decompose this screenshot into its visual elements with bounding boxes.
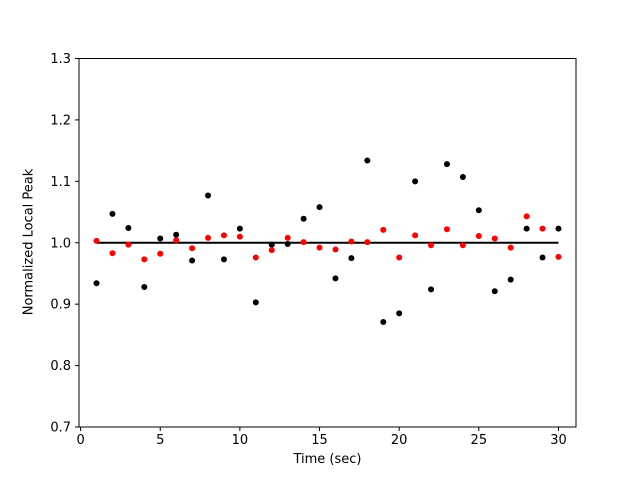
data-point-red-dots (475, 232, 482, 239)
data-point-black-dots (332, 275, 339, 282)
data-point-black-dots (348, 255, 355, 262)
data-point-black-dots (396, 310, 403, 317)
data-point-black-dots (300, 215, 307, 222)
data-point-red-dots (268, 247, 275, 254)
x-tick-label: 20 (391, 433, 408, 448)
y-axis-label: Normalized Local Peak (21, 168, 37, 316)
x-tick-label: 0 (76, 433, 84, 448)
data-point-red-dots (205, 234, 212, 241)
data-point-black-dots (284, 240, 291, 247)
data-point-black-dots (157, 235, 164, 242)
data-point-black-dots (523, 225, 530, 232)
x-tick-label: 5 (156, 433, 164, 448)
data-point-black-dots (491, 288, 498, 295)
data-point-red-dots (539, 225, 546, 232)
x-tick-label: 15 (311, 433, 328, 448)
data-point-black-dots (539, 254, 546, 261)
data-point-black-dots (252, 299, 259, 306)
data-point-black-dots (412, 178, 419, 185)
y-tick-label: 0.9 (50, 298, 71, 313)
y-tick-label: 0.7 (50, 421, 71, 436)
data-point-red-dots (380, 226, 387, 233)
data-point-red-dots (459, 242, 466, 249)
data-point-red-dots (507, 244, 514, 251)
y-tick-label: 0.8 (50, 359, 71, 374)
data-point-black-dots (443, 161, 450, 168)
x-tick-label: 30 (550, 433, 567, 448)
data-point-black-dots (93, 280, 100, 287)
data-point-black-dots (220, 256, 227, 263)
data-point-black-dots (380, 318, 387, 325)
data-point-black-dots (236, 225, 243, 232)
data-point-red-dots (173, 237, 180, 244)
data-point-red-dots (93, 237, 100, 244)
data-point-red-dots (443, 226, 450, 233)
data-point-black-dots (189, 257, 196, 264)
y-tick-label: 1.1 (50, 175, 71, 190)
x-axis-label: Time (sec) (293, 452, 362, 467)
data-point-black-dots (316, 204, 323, 211)
data-point-black-dots (205, 192, 212, 199)
x-tick-label: 25 (471, 433, 488, 448)
data-point-black-dots (555, 225, 562, 232)
data-point-black-dots (173, 231, 180, 238)
y-tick-label: 1.0 (50, 236, 71, 251)
data-point-black-dots (141, 283, 148, 290)
data-point-red-dots (396, 254, 403, 261)
data-point-red-dots (157, 250, 164, 257)
data-point-red-dots (491, 235, 498, 242)
data-point-black-dots (125, 225, 132, 232)
x-tick-label: 10 (232, 433, 249, 448)
data-point-red-dots (348, 238, 355, 245)
y-tick-label: 1.2 (50, 113, 71, 128)
data-point-red-dots (523, 213, 530, 220)
data-point-red-dots (189, 245, 196, 252)
data-point-black-dots (364, 157, 371, 164)
data-point-red-dots (236, 233, 243, 240)
data-point-black-dots (507, 276, 514, 283)
data-point-black-dots (475, 207, 482, 214)
data-point-red-dots (284, 234, 291, 241)
data-point-red-dots (252, 254, 259, 261)
data-point-red-dots (300, 239, 307, 246)
y-tick-label: 1.3 (50, 52, 71, 67)
data-point-red-dots (412, 232, 419, 239)
data-point-red-dots (364, 239, 371, 246)
data-point-black-dots (459, 174, 466, 181)
data-point-black-dots (428, 286, 435, 293)
data-point-red-dots (125, 241, 132, 248)
data-point-red-dots (220, 232, 227, 239)
data-point-red-dots (332, 246, 339, 253)
data-point-red-dots (109, 250, 116, 257)
data-point-black-dots (268, 241, 275, 248)
data-point-red-dots (141, 256, 148, 263)
data-point-red-dots (555, 253, 562, 260)
data-point-red-dots (316, 244, 323, 251)
data-point-red-dots (428, 242, 435, 249)
data-point-black-dots (109, 210, 116, 217)
